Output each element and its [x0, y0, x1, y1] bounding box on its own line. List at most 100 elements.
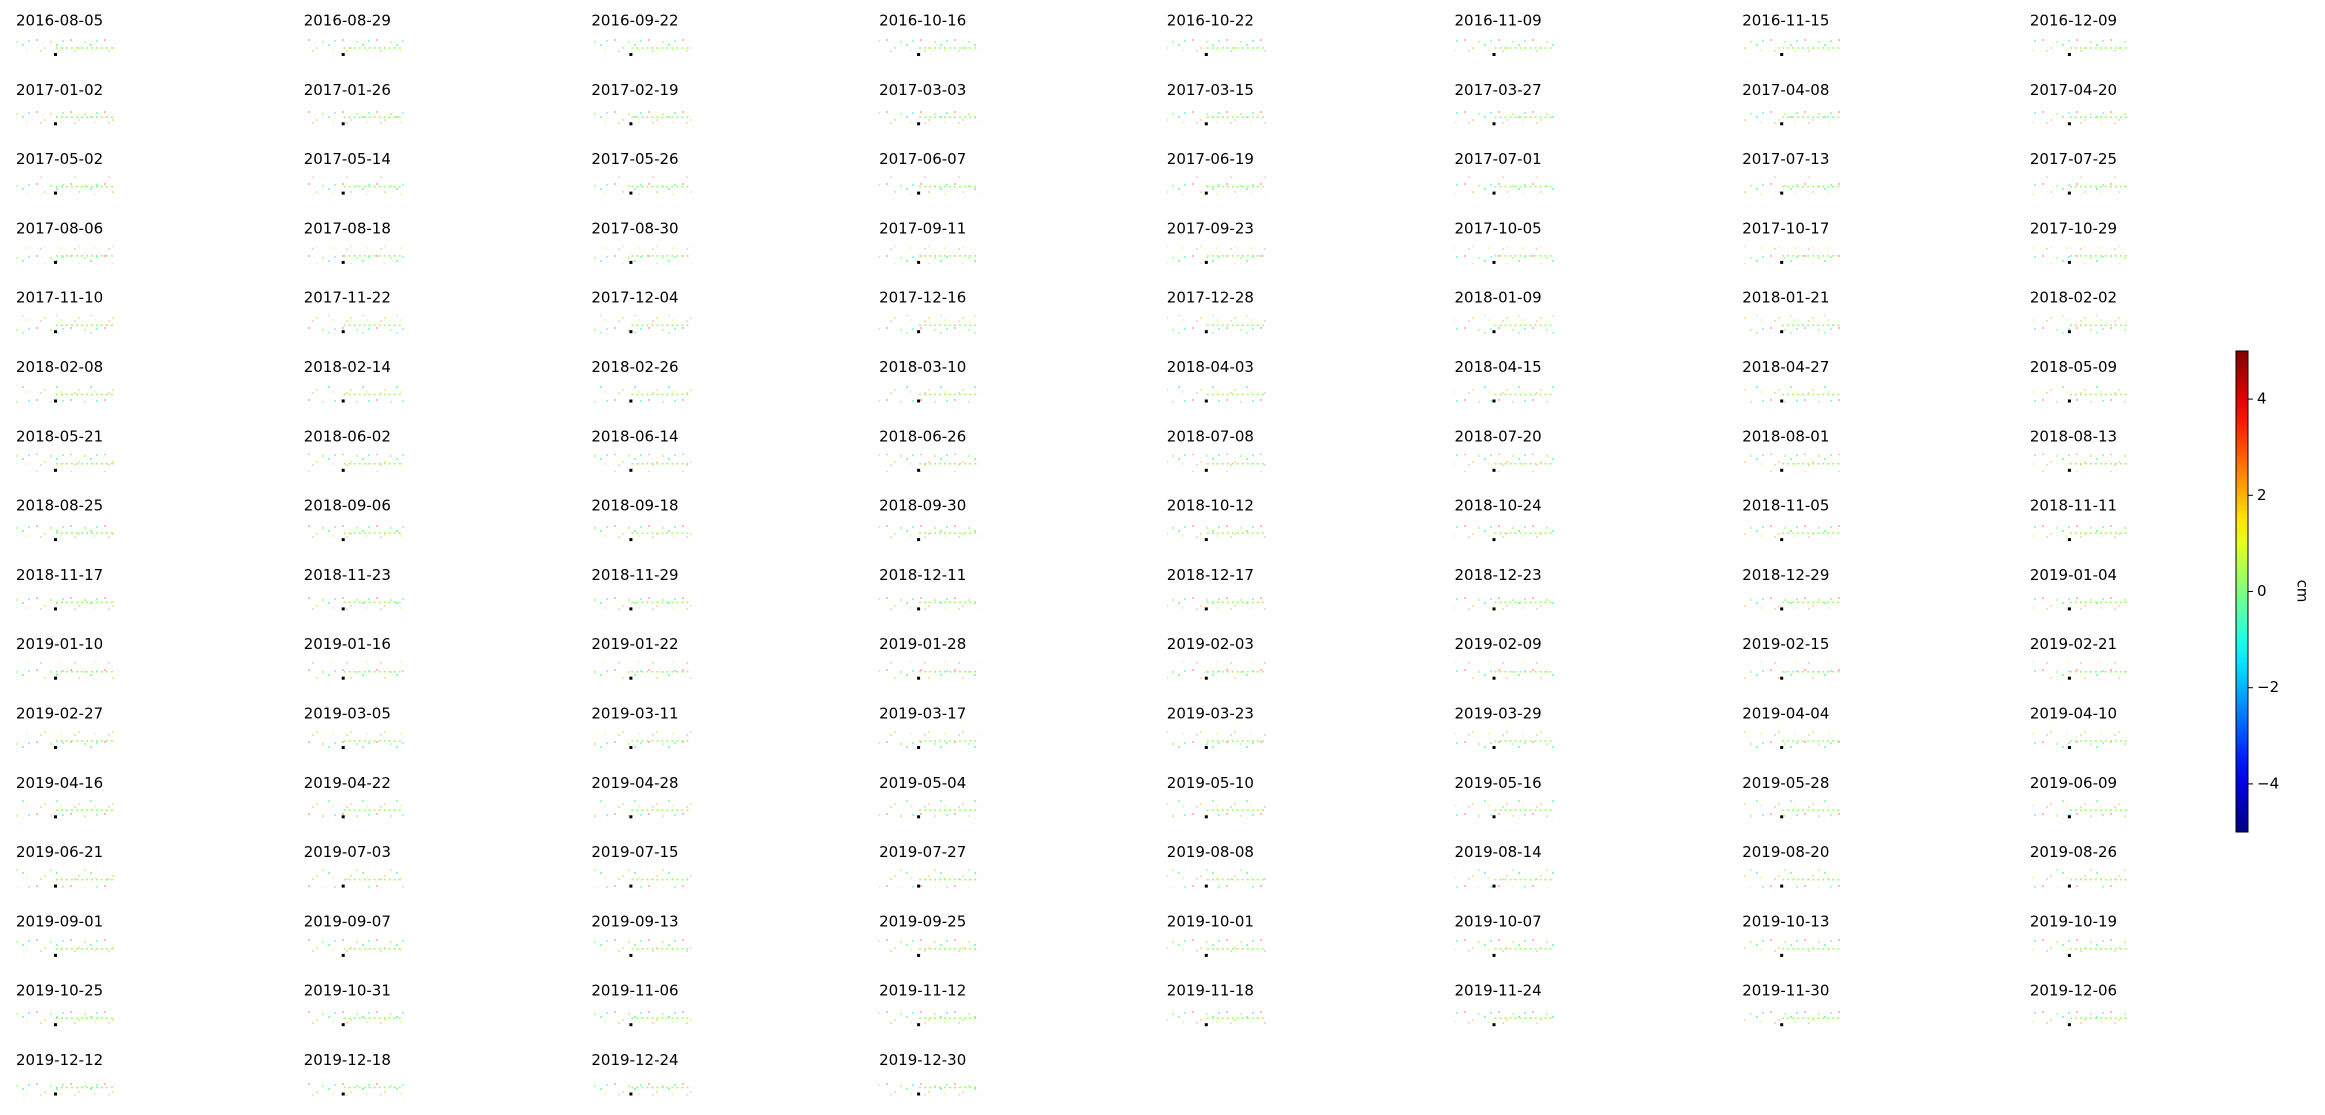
panel-map [591, 938, 692, 957]
reference-point [341, 399, 345, 403]
panel: 2019-04-22 [303, 774, 404, 819]
panel-map [16, 384, 116, 403]
panel-map [16, 245, 116, 264]
panel: 2017-07-13 [1742, 150, 1843, 195]
panel: 2018-09-06 [303, 497, 404, 542]
panel: 2017-12-04 [591, 289, 692, 334]
reference-point [1204, 815, 1208, 819]
panel-map [591, 245, 692, 264]
panel-title: 2018-12-11 [879, 566, 966, 584]
panel: 2016-11-09 [1454, 12, 1555, 56]
reference-point [1492, 815, 1496, 819]
reference-point [1780, 53, 1784, 56]
panel-map [1166, 869, 1267, 888]
reference-point [629, 676, 633, 680]
panel: 2018-06-26 [879, 427, 980, 472]
panel-map [591, 523, 692, 542]
reference-point [341, 122, 345, 126]
panel-map [1166, 938, 1267, 957]
panel-map [1454, 107, 1555, 126]
panel-map [2029, 869, 2130, 888]
panel-map [303, 384, 404, 403]
reference-point [1780, 953, 1784, 957]
reference-point [1780, 607, 1784, 611]
reference-point [1204, 260, 1208, 264]
panel-title: 2019-03-17 [879, 705, 966, 723]
panel-map [591, 453, 692, 472]
panel-map [879, 592, 980, 611]
reference-point [341, 538, 345, 542]
panel: 2019-08-14 [1454, 843, 1555, 888]
panel: 2017-11-22 [303, 289, 404, 334]
panel: 2017-04-20 [2029, 81, 2130, 126]
panel: 2017-11-10 [16, 289, 116, 334]
panel: 2019-09-25 [879, 912, 980, 957]
reference-point [1204, 399, 1208, 403]
panel-map [1454, 1008, 1555, 1027]
panel-map [879, 384, 980, 403]
panel-title: 2019-06-09 [2030, 774, 2117, 792]
panel-map [303, 800, 404, 819]
panel-title: 2018-02-14 [304, 358, 391, 376]
panel-map [1166, 245, 1267, 264]
panel-map [879, 1077, 980, 1096]
reference-point [54, 330, 57, 334]
panel: 2017-03-15 [1166, 81, 1267, 126]
panel: 2017-12-16 [879, 289, 980, 334]
panel-map [2029, 384, 2130, 403]
panel: 2019-07-27 [879, 843, 980, 888]
panel-title: 2019-05-10 [1167, 774, 1254, 792]
panel: 2019-01-16 [303, 635, 404, 680]
panel-title: 2019-01-04 [2030, 566, 2117, 584]
reference-point [54, 1023, 57, 1027]
panel: 2018-02-08 [16, 358, 116, 403]
panel: 2018-11-05 [1742, 497, 1843, 542]
panel: 2019-02-09 [1454, 635, 1555, 680]
panel-map [1742, 592, 1843, 611]
panel-title: 2017-10-05 [1455, 219, 1542, 237]
panel: 2019-11-06 [591, 982, 692, 1027]
panel-title: 2019-08-20 [1742, 843, 1829, 861]
reference-point [1492, 468, 1496, 472]
panel-title: 2017-09-23 [1167, 219, 1254, 237]
reference-point [629, 53, 633, 56]
panel: 2018-01-09 [1454, 289, 1555, 334]
panel-map [879, 731, 980, 749]
panel-title: 2019-01-22 [591, 635, 678, 653]
reference-point [917, 53, 921, 56]
panel-map [879, 661, 980, 680]
panel: 2019-08-08 [1166, 843, 1267, 888]
colorbar-tick-label: 4 [2257, 390, 2267, 408]
reference-point [341, 815, 345, 819]
panel-title: 2019-12-24 [591, 1051, 678, 1069]
panel-map [1454, 315, 1555, 334]
reference-point [1780, 468, 1784, 472]
panel: 2019-06-09 [2029, 774, 2130, 819]
reference-point [2067, 468, 2071, 472]
reference-point [1204, 953, 1208, 957]
panel: 2017-03-27 [1454, 81, 1555, 126]
reference-point [54, 260, 57, 264]
panel-map [1166, 592, 1267, 611]
reference-point [1492, 1023, 1496, 1027]
reference-point [1780, 399, 1784, 403]
panel-map [879, 800, 980, 819]
panel-title: 2019-07-15 [591, 843, 678, 861]
panel-title: 2019-01-10 [16, 635, 103, 653]
colorbar-tick-label: −2 [2257, 678, 2279, 696]
panel-title: 2018-02-26 [591, 358, 678, 376]
panel-title: 2019-08-26 [2030, 843, 2117, 861]
panel-map [1454, 869, 1555, 888]
panel-map [303, 592, 404, 611]
reference-point [917, 260, 921, 264]
panel-title: 2019-03-11 [591, 705, 678, 723]
panel-map [1742, 245, 1843, 264]
panel-map [2029, 38, 2130, 56]
panel-title: 2017-10-29 [2030, 219, 2117, 237]
panel-map [1166, 731, 1267, 749]
panel-title: 2018-09-30 [879, 497, 966, 515]
panel-title: 2019-01-16 [304, 635, 391, 653]
reference-point [2067, 538, 2071, 542]
panel: 2018-07-08 [1166, 427, 1267, 472]
